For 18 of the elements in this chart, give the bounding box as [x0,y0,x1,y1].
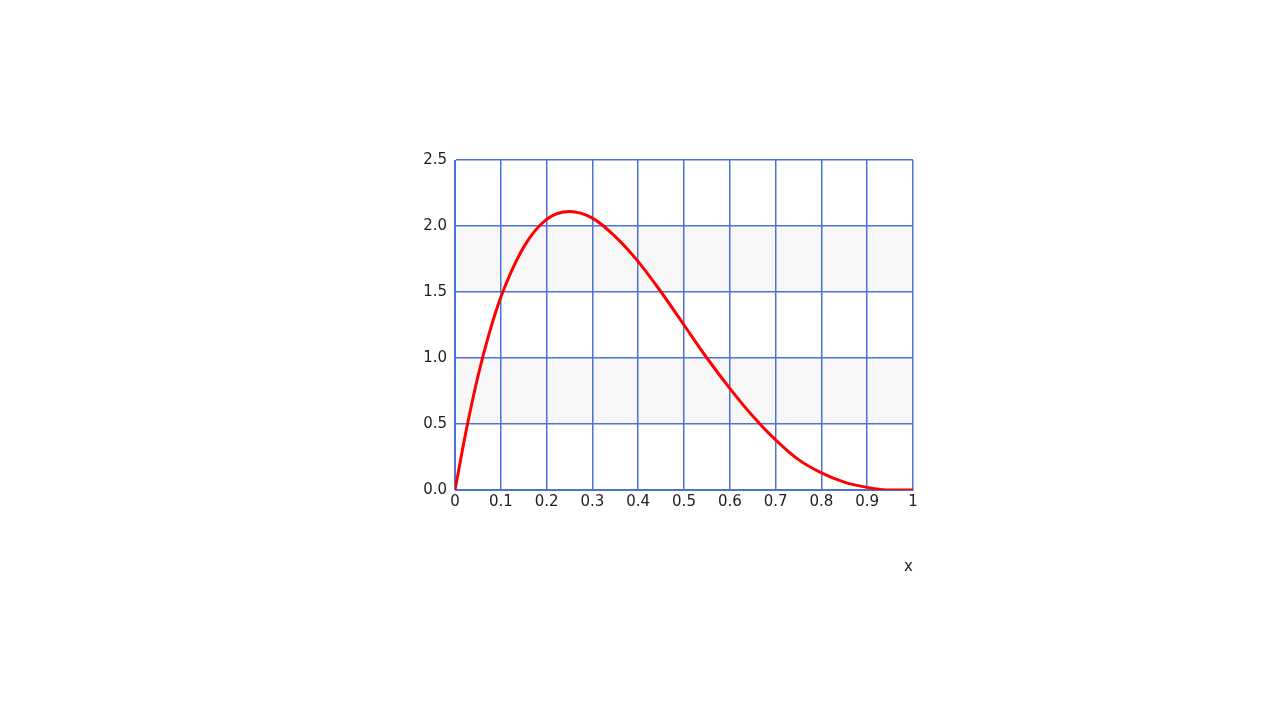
x-tick-label: 0.9 [855,491,880,510]
x-tick-label: 0.8 [809,491,834,510]
y-tick-label: 1.5 [423,281,447,300]
x-tick-label: 0.4 [626,491,651,510]
x-tick-label: 1 [908,491,918,510]
x-tick-label: 0.5 [672,491,696,510]
x-tick-label: 0.1 [488,491,513,510]
x-tick-label: 0.3 [580,491,605,510]
y-tick-label: 2.5 [423,149,447,168]
x-axis-title: x [904,556,914,575]
x-tick-label: 0.2 [534,491,559,510]
y-tick-label: 0.5 [423,413,447,432]
x-tick-label: 0.6 [717,491,742,510]
y-tick-label: 0.0 [423,479,447,498]
y-tick-label: 1.0 [423,347,447,366]
y-tick-label: 2.0 [423,215,447,234]
x-tick-label: 0 [450,491,460,510]
x-tick-label: 0.7 [763,491,788,510]
